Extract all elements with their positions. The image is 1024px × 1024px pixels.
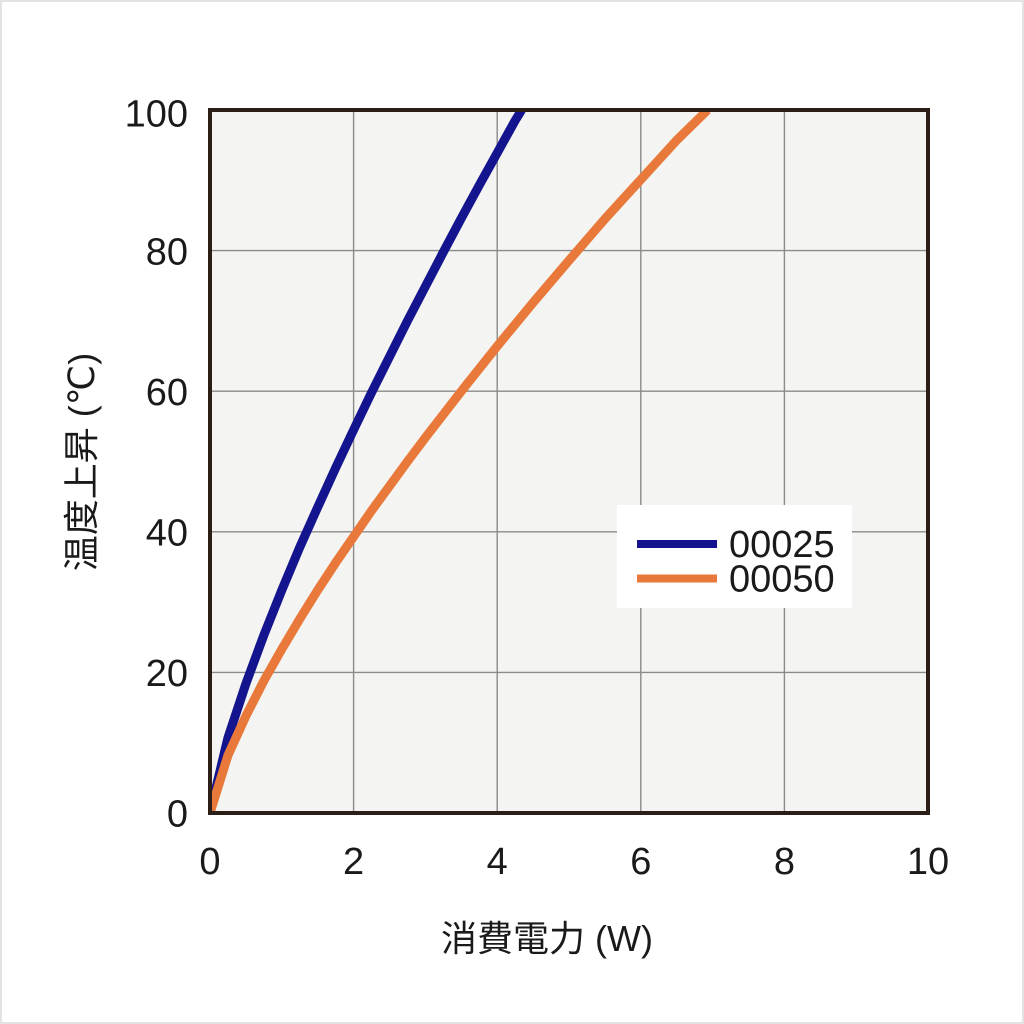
series-lines xyxy=(210,110,711,813)
gridlines xyxy=(210,110,928,813)
legend-label-series-2: 00050 xyxy=(729,559,835,601)
x-tick-label-4: 4 xyxy=(487,841,508,883)
plot-frame xyxy=(208,108,930,815)
legend-box xyxy=(617,505,852,608)
x-tick-label-0: 0 xyxy=(199,841,220,883)
y-axis-title: 温度上昇 (℃) xyxy=(61,353,102,571)
y-tick-label-60: 60 xyxy=(146,372,188,414)
x-tick-label-2: 2 xyxy=(343,841,364,883)
legend-label-series-1: 00025 xyxy=(729,524,835,566)
y-tick-label-80: 80 xyxy=(146,231,188,273)
x-tick-label-6: 6 xyxy=(630,841,651,883)
series-line-00050 xyxy=(210,110,711,813)
x-axis-title: 消費電力 (W) xyxy=(441,918,653,959)
y-tick-label-40: 40 xyxy=(146,512,188,554)
y-tick-label-0: 0 xyxy=(167,794,188,836)
y-tick-label-20: 20 xyxy=(146,653,188,695)
x-tick-label-8: 8 xyxy=(774,841,795,883)
y-tick-label-100: 100 xyxy=(125,94,188,136)
series-line-00025 xyxy=(210,110,526,813)
plot-area xyxy=(210,110,928,813)
x-tick-label-10: 10 xyxy=(907,841,949,883)
legend: 00025 00050 xyxy=(617,505,852,608)
